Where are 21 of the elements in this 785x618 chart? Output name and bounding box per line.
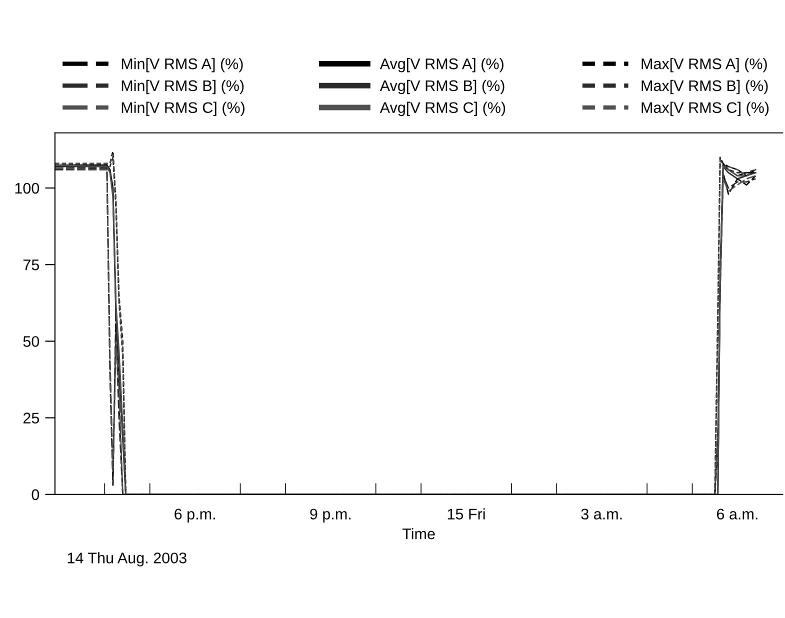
- x-tick-label: 15 Fri: [448, 508, 485, 520]
- y-tick-label: 25: [23, 412, 40, 424]
- x-tick-label: 6 p.m.: [174, 508, 215, 523]
- y-tick-label: 0: [32, 489, 40, 500]
- legend-label: Max[V RMS C] (%): [642, 102, 769, 116]
- legend-label: Min[V RMS A] (%): [122, 58, 243, 72]
- x-tick-label: 3 a.m.: [581, 508, 622, 520]
- legend-label: Max[V RMS B] (%): [642, 80, 768, 94]
- x-tick-label: 9 p.m.: [310, 508, 350, 523]
- legend-label: Min[V RMS B] (%): [122, 80, 244, 94]
- legend-label: Avg[V RMS C] (%): [380, 102, 506, 116]
- y-tick-label: 75: [23, 260, 40, 270]
- legend-label: Avg[V RMS B] (%): [380, 80, 504, 94]
- legend-label: Avg[V RMS A] (%): [380, 58, 504, 72]
- text: 14 Thu Aug. 2003: [68, 552, 186, 566]
- x-tick-label: 6 a.m.: [716, 508, 758, 520]
- y-tick-label: 50: [23, 336, 40, 347]
- x-axis-title: Time: [402, 528, 435, 540]
- legend-label: Max[V RMS A] (%): [642, 58, 767, 72]
- y-tick-label: 100: [15, 182, 40, 194]
- legend-label: Min[V RMS C] (%): [122, 102, 244, 116]
